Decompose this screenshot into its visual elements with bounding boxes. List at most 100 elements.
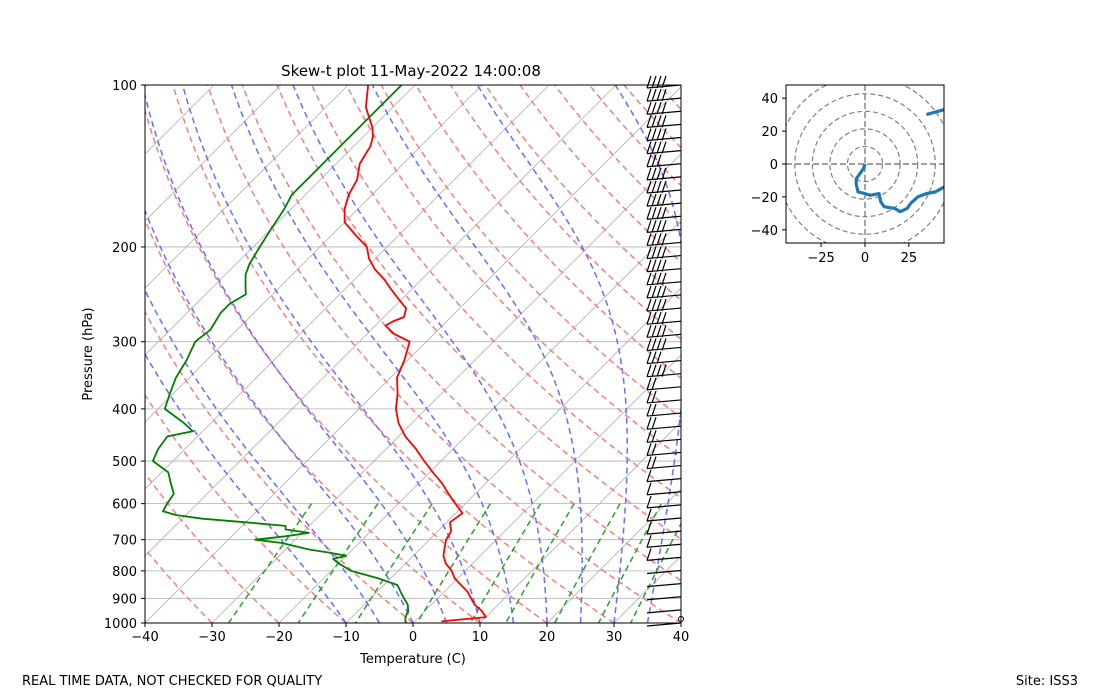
isotherm — [278, 220, 681, 623]
y-tick-label: 700 — [112, 534, 137, 549]
background-lines — [0, 85, 1100, 623]
hodograph-plot: −25 0 25 −40 −20 0 20 40 — [751, 84, 945, 266]
hodograph-y-tick-label: 40 — [761, 92, 778, 107]
dry-adiabat — [206, 85, 681, 623]
wind-barb — [646, 102, 682, 115]
wind-barb — [646, 338, 682, 352]
isotherm — [145, 85, 282, 222]
wind-barb — [646, 115, 682, 128]
mixing-ratio-line — [354, 503, 433, 623]
dry-adiabat — [658, 85, 681, 111]
x-tick-label: 30 — [606, 630, 623, 645]
hodograph-x-axis: −25 0 25 — [807, 243, 917, 266]
moist-adiabat — [145, 208, 414, 623]
chart-title: Skew-t plot 11-May-2022 14:00:08 — [281, 62, 541, 80]
hodograph-trace — [854, 163, 944, 214]
wind-barb — [646, 298, 682, 312]
wind-barb — [646, 207, 682, 220]
dry-adiabat — [311, 85, 681, 499]
wind-barb — [646, 569, 682, 575]
isotherm — [145, 85, 215, 155]
wind-barb — [646, 312, 682, 325]
wind-barb — [646, 364, 682, 378]
y-tick-label: 300 — [112, 336, 137, 351]
moist-adiabat — [181, 85, 481, 623]
wind-barb — [646, 88, 682, 102]
dry-adiabat — [623, 85, 681, 149]
x-tick-label: 40 — [673, 630, 690, 645]
x-tick-label: −40 — [131, 630, 158, 645]
x-tick-label: 0 — [409, 630, 417, 645]
wind-barb — [646, 154, 682, 168]
wind-barb — [646, 403, 682, 417]
y-tick-label: 600 — [112, 498, 137, 513]
wind-barb — [646, 180, 682, 194]
mixing-ratio-line — [416, 503, 492, 623]
hodograph-lines — [854, 108, 944, 214]
dry-adiabat — [145, 218, 481, 623]
x-tick-label: −10 — [332, 630, 359, 645]
dry-adiabat — [449, 85, 681, 341]
isotherm — [145, 85, 349, 289]
wind-barb — [646, 482, 682, 496]
dry-adiabat — [276, 85, 681, 540]
wind-barb — [646, 325, 682, 338]
moist-adiabat — [145, 91, 448, 623]
wind-barb — [646, 583, 682, 588]
isotherm — [613, 555, 681, 623]
isotherm — [145, 85, 483, 423]
mixing-ratio-line — [297, 503, 379, 623]
wind-barb — [646, 622, 682, 627]
isotherm — [145, 86, 681, 623]
moist-adiabat — [145, 288, 381, 623]
moist-adiabat — [230, 85, 515, 623]
dry-adiabat — [554, 85, 681, 225]
x-axis: −40 −30 −20 −10 0 10 20 30 40 — [131, 623, 689, 645]
dewpoint-profile — [151, 85, 410, 623]
wind-barb — [646, 469, 682, 483]
moist-adiabat — [614, 85, 681, 623]
wind-barb — [646, 233, 682, 247]
dry-adiabat — [145, 310, 414, 623]
x-axis-label: Temperature (C) — [359, 652, 466, 667]
isotherm — [0, 85, 80, 623]
x-tick-label: 10 — [472, 630, 489, 645]
wind-barb — [646, 193, 682, 207]
hodograph-x-tick-label: 25 — [901, 251, 918, 266]
dry-adiabat — [694, 85, 1100, 623]
y-tick-label: 800 — [112, 565, 137, 580]
wind-barb — [646, 259, 682, 273]
isotherm — [546, 488, 681, 623]
x-tick-label: −30 — [198, 630, 225, 645]
dry-adiabat — [415, 85, 681, 380]
isotherm — [680, 622, 681, 623]
y-axis-label: Pressure (hPa) — [81, 307, 96, 400]
wind-barb — [646, 535, 682, 548]
dry-adiabat — [728, 85, 1100, 623]
mixing-ratio-line — [630, 522, 681, 623]
dry-adiabat — [763, 85, 1100, 623]
dry-adiabat — [172, 85, 615, 623]
dry-adiabat — [484, 85, 681, 302]
dry-adiabat — [145, 393, 347, 623]
wind-barb — [646, 351, 682, 365]
dry-adiabat — [588, 85, 681, 187]
isotherm — [0, 85, 13, 623]
moist-adiabat — [476, 85, 629, 623]
calm-wind-marker — [678, 616, 684, 622]
hodograph-x-tick-label: 0 — [861, 251, 869, 266]
range-rings — [786, 85, 944, 243]
dry-adiabat — [145, 471, 280, 623]
hodograph-x-tick-label: −25 — [807, 251, 834, 266]
dry-adiabat — [519, 85, 681, 263]
mixing-ratio-line — [227, 503, 313, 623]
isotherm — [145, 85, 416, 356]
range-ring — [846, 145, 884, 183]
dry-adiabat — [241, 85, 681, 582]
wind-barb — [646, 246, 682, 260]
isotherm — [345, 287, 681, 623]
wind-barb — [646, 609, 682, 614]
hodograph-y-tick-label: −20 — [751, 191, 778, 206]
isotherm — [145, 85, 550, 490]
wind-barb — [646, 272, 682, 286]
